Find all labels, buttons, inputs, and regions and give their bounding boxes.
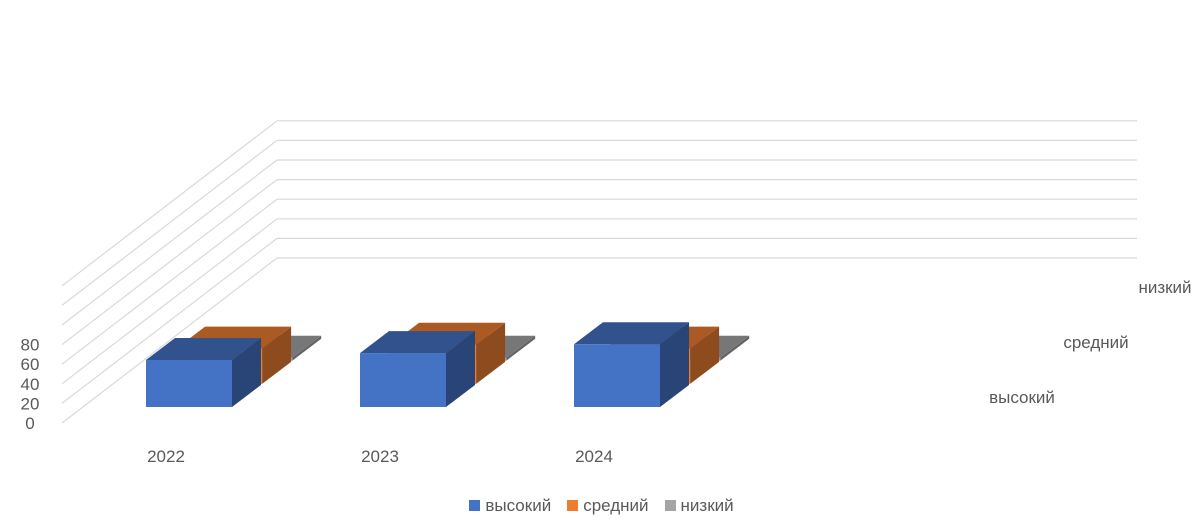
y-tick-label: 0: [25, 414, 34, 433]
y-tick-label: 40: [21, 375, 40, 394]
bar-side-face: [506, 335, 536, 361]
x-category-label: 2022: [147, 447, 185, 466]
x-axis-labels: 2022 2023 2024: [147, 447, 613, 466]
gridline-diagonal: [61, 120, 278, 287]
gridline-diagonal: [61, 198, 278, 365]
bar-side-face: [292, 335, 322, 361]
depth-axis-label: низкий: [1138, 278, 1191, 297]
bar-front-face: [146, 359, 232, 407]
legend-swatch: [567, 500, 579, 511]
depth-axis-label: средний: [1063, 333, 1128, 352]
gridline-diagonal: [61, 159, 278, 326]
bar-2023-series-1: [360, 331, 475, 407]
x-category-label: 2023: [361, 447, 399, 466]
gridline-diagonal: [61, 179, 278, 346]
bar-side-face: [720, 335, 750, 361]
bars: [146, 322, 750, 407]
legend-swatch: [469, 500, 481, 511]
gridline-diagonal: [61, 139, 278, 306]
bar-front-face: [360, 353, 446, 407]
gridlines: [61, 120, 1137, 424]
gridline-diagonal: [61, 218, 278, 385]
legend-label: высокий: [485, 496, 552, 515]
bar-2022-series-1: [146, 337, 261, 407]
gridline-diagonal: [61, 237, 278, 404]
bar-top-face: [574, 322, 689, 345]
bar-side-face: [446, 331, 475, 407]
y-tick-label: 20: [21, 394, 40, 413]
legend-item: высокий: [469, 496, 551, 516]
bar-front-face: [574, 344, 660, 407]
legend-swatch: [664, 500, 676, 511]
depth-axis-label: высокий: [989, 388, 1055, 407]
bar-side-face: [262, 326, 292, 384]
depth-axis-labels: высокий средний низкий: [989, 278, 1191, 407]
legend-item: средний: [567, 496, 649, 516]
y-tick-label: 60: [21, 355, 40, 374]
bar-side-face: [232, 337, 261, 407]
legend-label: средний: [583, 496, 649, 515]
bar-top-face: [146, 337, 261, 360]
bar-2024-series-1: [574, 322, 689, 407]
bar-side-face: [690, 326, 720, 384]
legend-label: низкий: [680, 496, 734, 515]
bar-top-face: [360, 331, 475, 354]
legend-item: низкий: [664, 496, 734, 516]
bar-side-face: [476, 322, 506, 384]
legend: высокий средний низкий: [0, 496, 1203, 516]
gridline-diagonal: [61, 257, 278, 424]
bar-side-face: [660, 322, 689, 407]
x-category-label: 2024: [575, 447, 613, 466]
y-tick-label: 80: [21, 336, 40, 355]
